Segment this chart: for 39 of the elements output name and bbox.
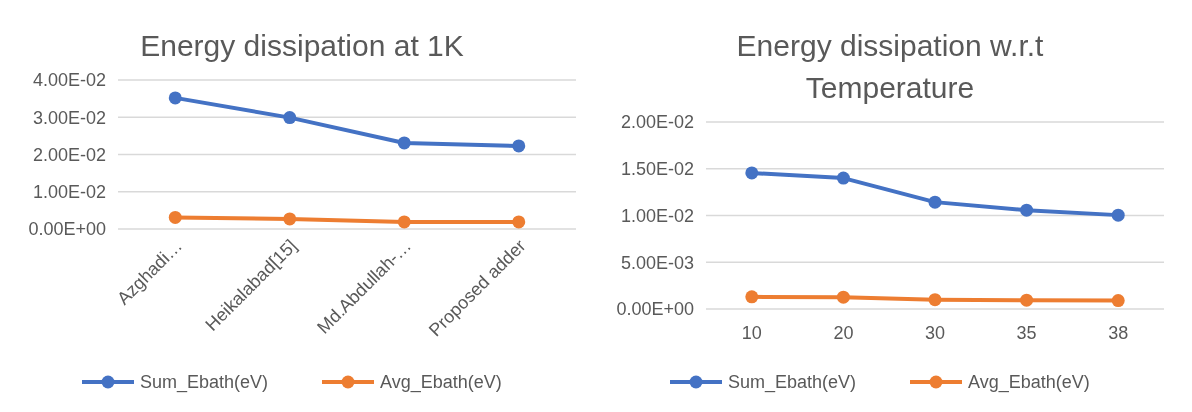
point (168, 210, 182, 224)
legend-label: Sum_Ebath(eV) (728, 372, 857, 394)
point (397, 136, 411, 150)
chart-title: Energy dissipation w.r.t Temperature (736, 29, 1045, 104)
x-tick-label: 20 (833, 323, 854, 343)
point (283, 111, 297, 125)
y-tick-label: 2.00E-02 (620, 112, 694, 133)
y-tick-label: 2.00E-02 (32, 144, 106, 165)
y-tick-label: 3.00E-02 (32, 107, 106, 128)
y-tick-label: 1.50E-02 (620, 159, 694, 180)
y-tick-label: 4.00E-02 (32, 70, 106, 91)
point (1020, 203, 1034, 217)
y-tick-label: 1.00E-02 (32, 182, 106, 203)
y-tick-label: 0.00E+00 (28, 219, 106, 240)
point (397, 215, 411, 229)
x-tick-label: 38 (1108, 323, 1129, 343)
x-tick-label: 10 (741, 323, 762, 343)
point (512, 139, 526, 153)
point (745, 166, 759, 180)
x-tick-label: 35 (1016, 323, 1037, 343)
legend-label: Sum_Ebath(eV) (140, 372, 269, 394)
legend-label: Avg_Ebath(eV) (380, 372, 502, 394)
point (1111, 208, 1125, 222)
point (512, 215, 526, 229)
point (836, 290, 850, 304)
point (1020, 293, 1034, 307)
legend-label: Avg_Ebath(eV) (968, 372, 1090, 394)
chart-title: Energy dissipation at 1K (140, 29, 464, 62)
point (283, 212, 297, 226)
y-tick-label: 5.00E-03 (620, 252, 694, 273)
point (928, 293, 942, 307)
point (745, 290, 759, 304)
y-tick-label: 1.00E-02 (620, 205, 694, 226)
point (928, 195, 942, 209)
point (836, 171, 850, 185)
point (168, 91, 182, 105)
point (1111, 294, 1125, 308)
x-tick-label: 30 (924, 323, 946, 343)
y-tick-label: 0.00E+00 (616, 299, 694, 320)
